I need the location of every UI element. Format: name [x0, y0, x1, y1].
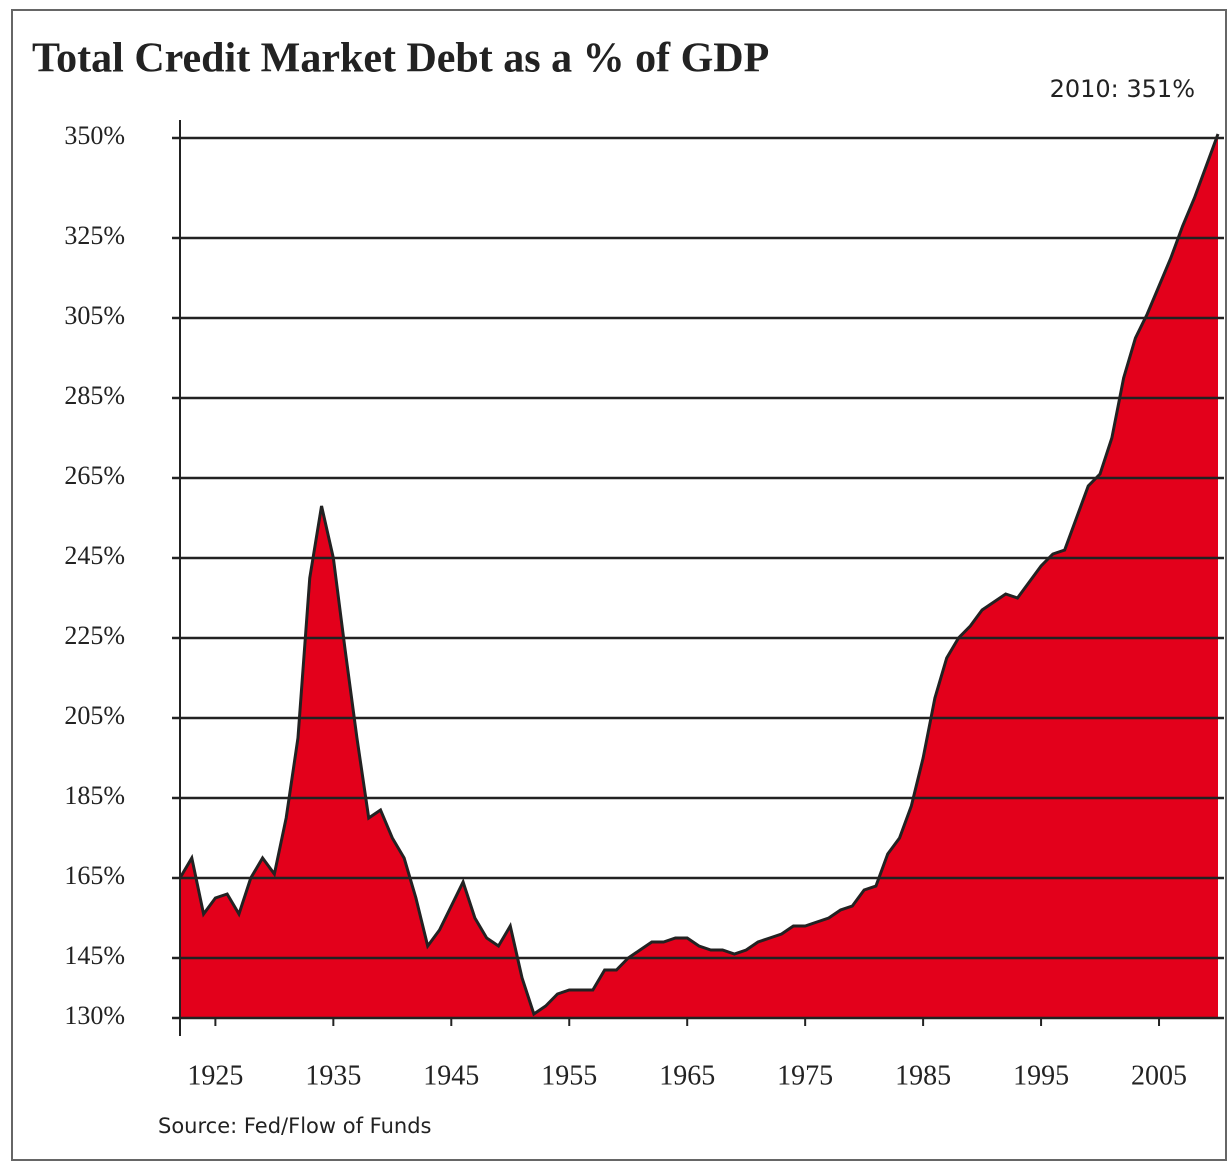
x-tick-label: 1985 [895, 1060, 951, 1091]
x-tick-label: 1955 [541, 1060, 597, 1091]
y-tick-label: 265% [64, 461, 125, 490]
y-tick-label: 225% [64, 621, 125, 650]
x-tick-label: 2005 [1131, 1060, 1187, 1091]
y-tick-label: 325% [64, 221, 125, 250]
x-tick-label: 1945 [423, 1060, 479, 1091]
y-tick-label: 185% [64, 781, 125, 810]
x-tick-label: 1925 [187, 1060, 243, 1091]
x-tick-label: 1995 [1013, 1060, 1069, 1091]
x-tick-label: 1965 [659, 1060, 715, 1091]
y-tick-label: 350% [64, 121, 125, 150]
y-tick-label: 305% [64, 301, 125, 330]
y-tick-label: 285% [64, 381, 125, 410]
y-tick-label: 245% [64, 541, 125, 570]
y-tick-label: 165% [64, 861, 125, 890]
x-tick-label: 1935 [305, 1060, 361, 1091]
x-tick-label: 1975 [777, 1060, 833, 1091]
line [178, 133, 1220, 1017]
y-tick-label: 205% [64, 701, 125, 730]
annotation: 2010: 351% [1050, 75, 1195, 103]
y-tick-label: 130% [64, 1001, 125, 1030]
chart-title: Total Credit Market Debt as a % of GDP [32, 36, 769, 82]
y-tick-label: 145% [64, 941, 125, 970]
source: Source: Fed/Flow of Funds [158, 1114, 431, 1138]
